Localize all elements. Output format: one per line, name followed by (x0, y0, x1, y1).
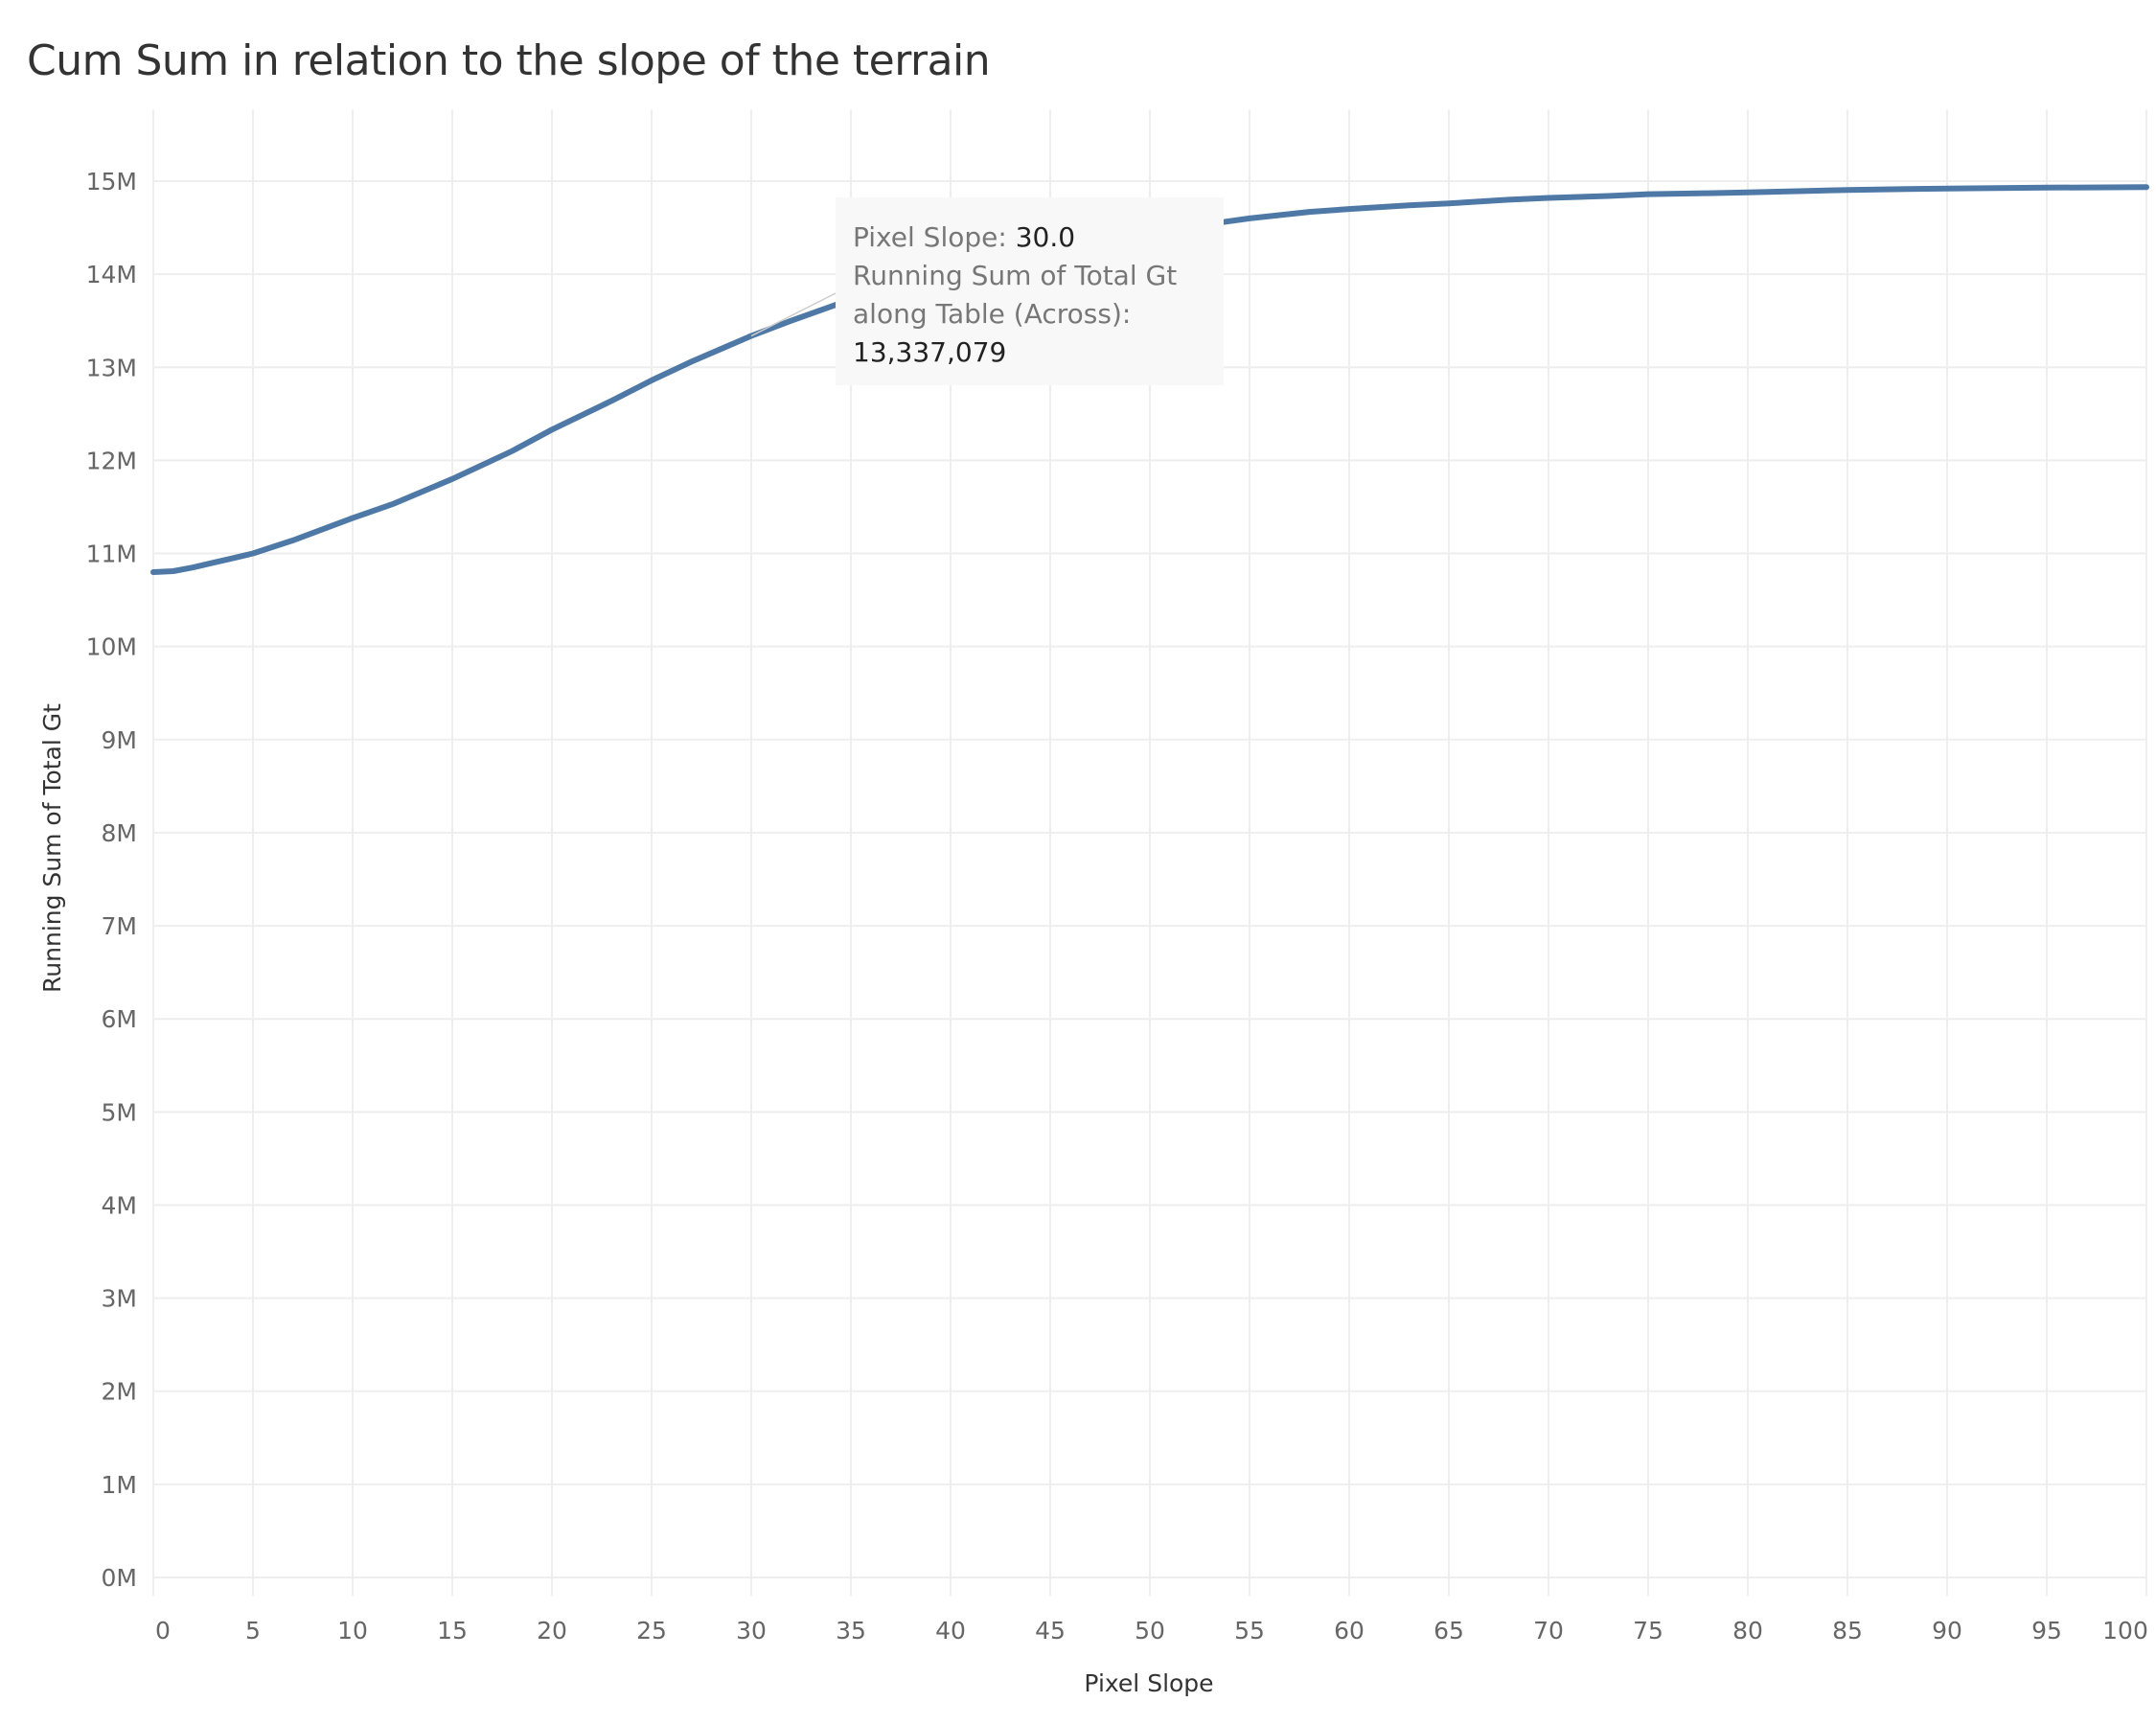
tooltip-field2-value: 13,337,079 (853, 336, 1007, 368)
y-tick-label: 0M (102, 1564, 137, 1592)
grid-lines (152, 110, 2147, 1596)
x-tick-label: 90 (1932, 1617, 1962, 1644)
y-tick-label: 8M (102, 819, 137, 847)
x-tick-label: 65 (1434, 1617, 1464, 1644)
y-tick-label: 14M (86, 261, 137, 288)
y-tick-label: 5M (102, 1098, 137, 1126)
x-tick-label: 45 (1035, 1617, 1066, 1644)
y-tick-label: 15M (86, 168, 137, 196)
axis-ticks: 0 5 10 15 20 25 30 35 40 45 50 55 60 65 70 75 80 85 90 95 10… (86, 168, 2148, 1644)
x-tick-label: 0 (155, 1617, 171, 1644)
chart-title: Cum Sum in relation to the slope of the … (27, 36, 991, 85)
x-tick-label: 50 (1135, 1617, 1165, 1644)
y-tick-label: 7M (102, 912, 137, 940)
y-tick-label: 2M (102, 1378, 137, 1406)
y-tick-label: 4M (102, 1191, 137, 1219)
x-tick-label: 55 (1234, 1617, 1265, 1644)
y-tick-label: 10M (86, 633, 137, 661)
y-tick-label: 13M (86, 354, 137, 381)
x-tick-label: 80 (1732, 1617, 1763, 1644)
tooltip-line-1: Pixel Slope: 30.0 (853, 218, 1206, 257)
x-tick-label: 75 (1633, 1617, 1663, 1644)
x-tick-label: 40 (935, 1617, 966, 1644)
x-tick-label: 5 (245, 1617, 261, 1644)
y-tick-label: 1M (102, 1471, 137, 1499)
x-tick-label: 20 (537, 1617, 567, 1644)
tooltip-connector (750, 292, 837, 337)
tooltip-field1-label: Pixel Slope: (853, 221, 1007, 253)
tooltip-field2-label-line2: along Table (Across): (853, 298, 1132, 330)
x-tick-label: 35 (836, 1617, 866, 1644)
x-tick-label: 15 (437, 1617, 468, 1644)
y-tick-label: 12M (86, 447, 137, 474)
tooltip-field2-label-line1: Running Sum of Total Gt (853, 260, 1178, 291)
x-axis-title: Pixel Slope (1084, 1669, 1213, 1697)
x-tick-label: 85 (1832, 1617, 1863, 1644)
y-axis-title: Running Sum of Total Gt (38, 703, 66, 993)
tooltip-field1-value: 30.0 (1015, 221, 1076, 253)
x-tick-label: 25 (636, 1617, 667, 1644)
x-tick-label: 30 (736, 1617, 767, 1644)
tooltip: Pixel Slope: 30.0 Running Sum of Total G… (836, 197, 1224, 385)
y-tick-label: 3M (102, 1285, 137, 1313)
x-tick-label: 95 (2031, 1617, 2062, 1644)
y-tick-label: 6M (102, 1005, 137, 1033)
x-tick-label: 100 (2102, 1617, 2148, 1644)
x-tick-label: 70 (1533, 1617, 1564, 1644)
y-tick-label: 9M (102, 726, 137, 754)
y-tick-label: 11M (86, 540, 137, 568)
x-tick-label: 60 (1334, 1617, 1365, 1644)
x-tick-label: 10 (337, 1617, 368, 1644)
